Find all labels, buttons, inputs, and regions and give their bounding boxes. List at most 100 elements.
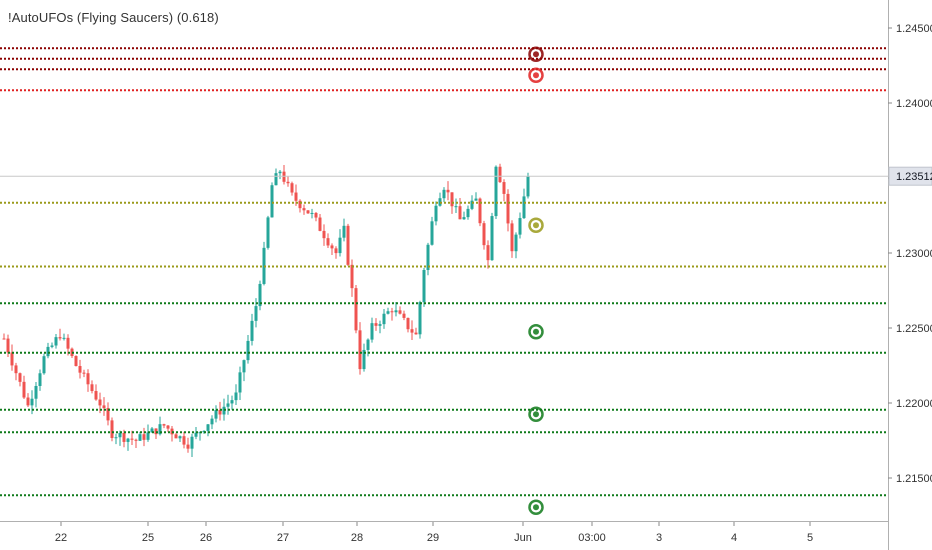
- candle: [458, 197, 462, 220]
- ufo-marker: [528, 67, 544, 83]
- price-tick-label: 1.23000: [896, 248, 932, 260]
- time-tick-label: 28: [351, 532, 363, 544]
- candle: [74, 355, 78, 367]
- candle: [230, 395, 234, 410]
- candle: [22, 375, 26, 399]
- candle: [370, 317, 374, 343]
- last-price-label: 1.23512: [896, 171, 932, 183]
- candle: [126, 437, 130, 451]
- candle: [398, 306, 402, 315]
- candle: [78, 359, 82, 379]
- candle: [38, 369, 42, 391]
- time-scale[interactable]: [0, 522, 888, 550]
- time-tick-label: 26: [200, 532, 212, 544]
- candle: [182, 431, 186, 449]
- candle: [210, 415, 214, 430]
- candle: [486, 240, 490, 269]
- candle: [386, 307, 390, 315]
- candle: [322, 224, 326, 246]
- time-tick-label: 03:00: [578, 532, 606, 544]
- time-tick-label: 5: [807, 532, 813, 544]
- candle: [94, 384, 98, 401]
- candle: [34, 381, 38, 408]
- candle: [290, 181, 294, 196]
- candle: [510, 220, 514, 258]
- ufo-marker: [528, 46, 544, 62]
- candle: [278, 170, 282, 180]
- candle: [442, 187, 446, 203]
- candle: [402, 310, 406, 321]
- candle: [154, 428, 158, 440]
- candle: [462, 211, 466, 220]
- candle: [138, 431, 142, 442]
- indicator-title[interactable]: !AutoUFOs (Flying Saucers) (0.618): [8, 10, 219, 25]
- candle: [50, 342, 54, 349]
- candle: [494, 165, 498, 220]
- candle: [382, 309, 386, 329]
- candle: [110, 417, 114, 442]
- ufo-markers-layer: [528, 46, 544, 515]
- candle: [378, 320, 382, 334]
- candle: [314, 212, 318, 222]
- candle: [346, 223, 350, 267]
- candle: [286, 176, 290, 187]
- candles-layer: [0, 163, 888, 458]
- candle: [114, 433, 118, 445]
- candle: [438, 192, 442, 207]
- candle: [310, 208, 314, 219]
- candle: [242, 359, 246, 382]
- ufo-marker: [528, 324, 544, 340]
- candle: [250, 313, 254, 346]
- candle: [362, 343, 366, 372]
- candle: [166, 424, 170, 432]
- candle: [18, 372, 22, 387]
- candle: [26, 393, 30, 407]
- candle: [162, 423, 166, 429]
- candle: [226, 394, 230, 415]
- candle: [218, 401, 222, 421]
- candle: [298, 199, 302, 213]
- candle: [234, 384, 238, 406]
- candle: [518, 212, 522, 239]
- candle: [514, 232, 518, 259]
- time-tick-label: 25: [142, 532, 154, 544]
- candle: [454, 198, 458, 214]
- price-tick-label: 1.24500: [896, 23, 932, 35]
- price-tick-label: 1.24000: [896, 98, 932, 110]
- time-tick-label: 27: [277, 532, 289, 544]
- candle: [62, 333, 66, 341]
- candle: [466, 205, 470, 220]
- candle: [390, 307, 394, 321]
- last-price-badge: [888, 166, 932, 186]
- candle: [490, 212, 494, 261]
- time-tick-label: 22: [55, 532, 67, 544]
- candle: [102, 397, 106, 416]
- candle: [350, 259, 354, 297]
- candle: [178, 435, 182, 442]
- candle: [474, 192, 478, 201]
- candle: [374, 318, 378, 331]
- price-tick-label: 1.22500: [896, 323, 932, 335]
- candle: [422, 267, 426, 307]
- candle: [434, 201, 438, 226]
- last-price-tag: 1.23512: [888, 166, 932, 186]
- time-tick-labels: 22 25 26 27 28 29 Jun 03:00 3 4 5: [55, 522, 813, 544]
- time-tick-label: 29: [427, 532, 439, 544]
- candle: [90, 380, 94, 394]
- candle: [206, 424, 210, 437]
- candle: [522, 188, 526, 220]
- price-scale[interactable]: [889, 0, 932, 550]
- candle: [358, 322, 362, 375]
- time-tick-label: Jun: [514, 532, 532, 544]
- candle: [258, 280, 262, 311]
- candle: [2, 333, 6, 340]
- candle: [338, 229, 342, 257]
- candle: [214, 405, 218, 423]
- candle: [86, 369, 90, 392]
- candle: [106, 402, 110, 426]
- candle: [482, 220, 486, 250]
- candle: [174, 432, 178, 439]
